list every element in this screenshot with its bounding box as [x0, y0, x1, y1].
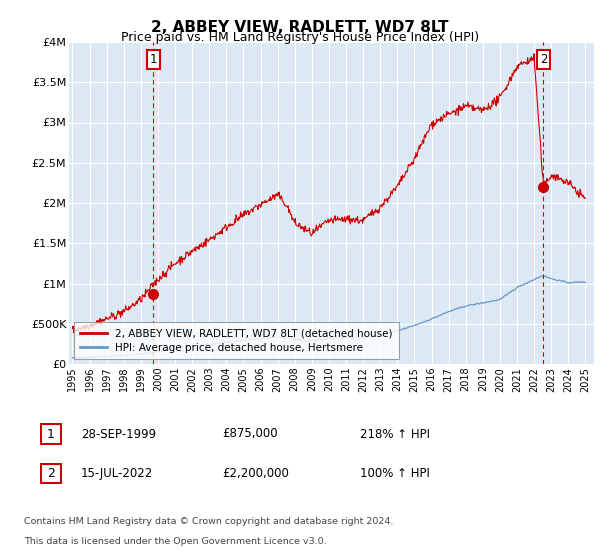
Text: 218% ↑ HPI: 218% ↑ HPI [360, 427, 430, 441]
Text: 2: 2 [539, 53, 547, 66]
FancyBboxPatch shape [41, 464, 61, 483]
Legend: 2, ABBEY VIEW, RADLETT, WD7 8LT (detached house), HPI: Average price, detached h: 2, ABBEY VIEW, RADLETT, WD7 8LT (detache… [74, 322, 398, 359]
Text: 2, ABBEY VIEW, RADLETT, WD7 8LT: 2, ABBEY VIEW, RADLETT, WD7 8LT [151, 20, 449, 35]
Text: 15-JUL-2022: 15-JUL-2022 [81, 466, 153, 480]
Text: 100% ↑ HPI: 100% ↑ HPI [360, 466, 430, 480]
Text: 1: 1 [150, 53, 157, 66]
Text: 2: 2 [47, 466, 55, 480]
Text: 28-SEP-1999: 28-SEP-1999 [81, 427, 156, 441]
Text: £875,000: £875,000 [222, 427, 278, 441]
FancyBboxPatch shape [41, 424, 61, 444]
Text: 1: 1 [47, 427, 55, 441]
Text: £2,200,000: £2,200,000 [222, 466, 289, 480]
Text: This data is licensed under the Open Government Licence v3.0.: This data is licensed under the Open Gov… [24, 537, 326, 546]
Text: Price paid vs. HM Land Registry's House Price Index (HPI): Price paid vs. HM Land Registry's House … [121, 31, 479, 44]
Text: Contains HM Land Registry data © Crown copyright and database right 2024.: Contains HM Land Registry data © Crown c… [24, 517, 394, 526]
